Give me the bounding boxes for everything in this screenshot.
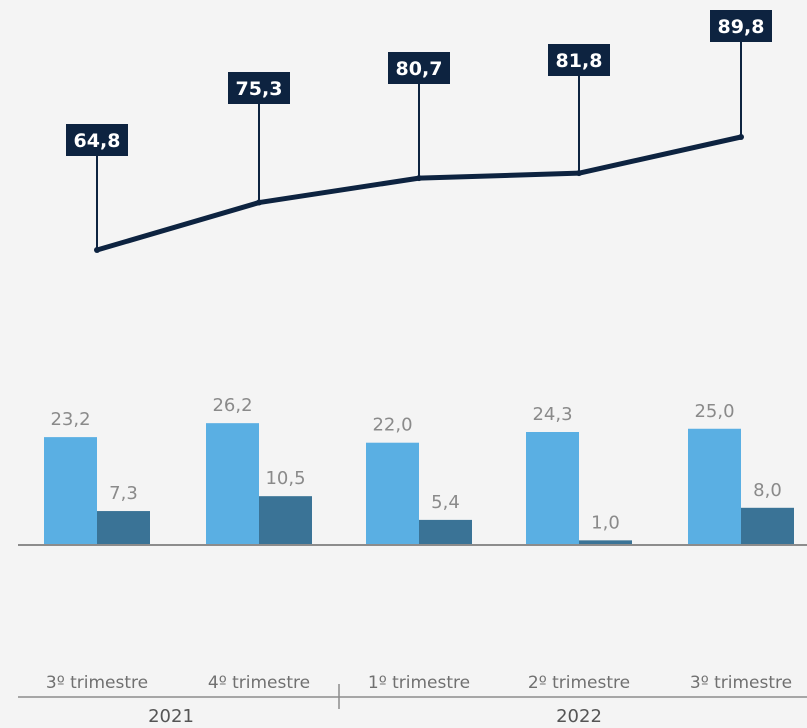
line-value-label: 80,7 [396, 58, 443, 80]
year-label-2021: 2021 [148, 706, 194, 727]
bar [741, 507, 794, 545]
bar [44, 437, 97, 545]
x-tick-label: 4º trimestre [208, 673, 310, 693]
x-tick-label: 3º trimestre [46, 673, 148, 693]
bar-value-label: 26,2 [212, 395, 252, 416]
bar [206, 423, 259, 545]
line-value-label-box [388, 52, 450, 84]
line-point [416, 175, 422, 182]
bar-value-label: 7,3 [109, 483, 138, 504]
line-value-label: 81,8 [556, 50, 603, 72]
bar [366, 442, 419, 545]
bar [688, 428, 741, 545]
bar-value-label: 23,2 [50, 409, 90, 430]
line-point [738, 134, 744, 140]
bar [579, 540, 632, 545]
bar [419, 519, 472, 545]
line-point [256, 199, 262, 206]
line-value-label-box [548, 44, 610, 76]
x-tick-label: 2º trimestre [528, 673, 630, 693]
line-point [576, 170, 582, 177]
bar-value-label: 10,5 [265, 468, 305, 489]
bar [97, 511, 150, 545]
bar-value-label: 25,0 [694, 401, 734, 422]
line-value-label: 64,8 [74, 130, 121, 152]
bar [259, 496, 312, 545]
x-tick-label: 1º trimestre [368, 673, 470, 693]
line-value-label-box [66, 124, 128, 156]
bar-value-label: 8,0 [753, 480, 782, 501]
line-value-label: 89,8 [718, 16, 765, 38]
bar [526, 432, 579, 545]
bar-value-label: 22,0 [372, 415, 412, 436]
bar-value-label: 24,3 [532, 404, 572, 425]
line-value-label: 75,3 [236, 78, 283, 100]
line-value-label-box [228, 72, 290, 104]
line-value-label-box [710, 10, 772, 42]
year-label-2022: 2022 [556, 706, 602, 727]
bar-value-label: 5,4 [431, 492, 460, 513]
bar-value-label: 1,0 [591, 512, 620, 533]
x-tick-label: 3º trimestre [690, 673, 792, 693]
line-point [94, 247, 100, 253]
